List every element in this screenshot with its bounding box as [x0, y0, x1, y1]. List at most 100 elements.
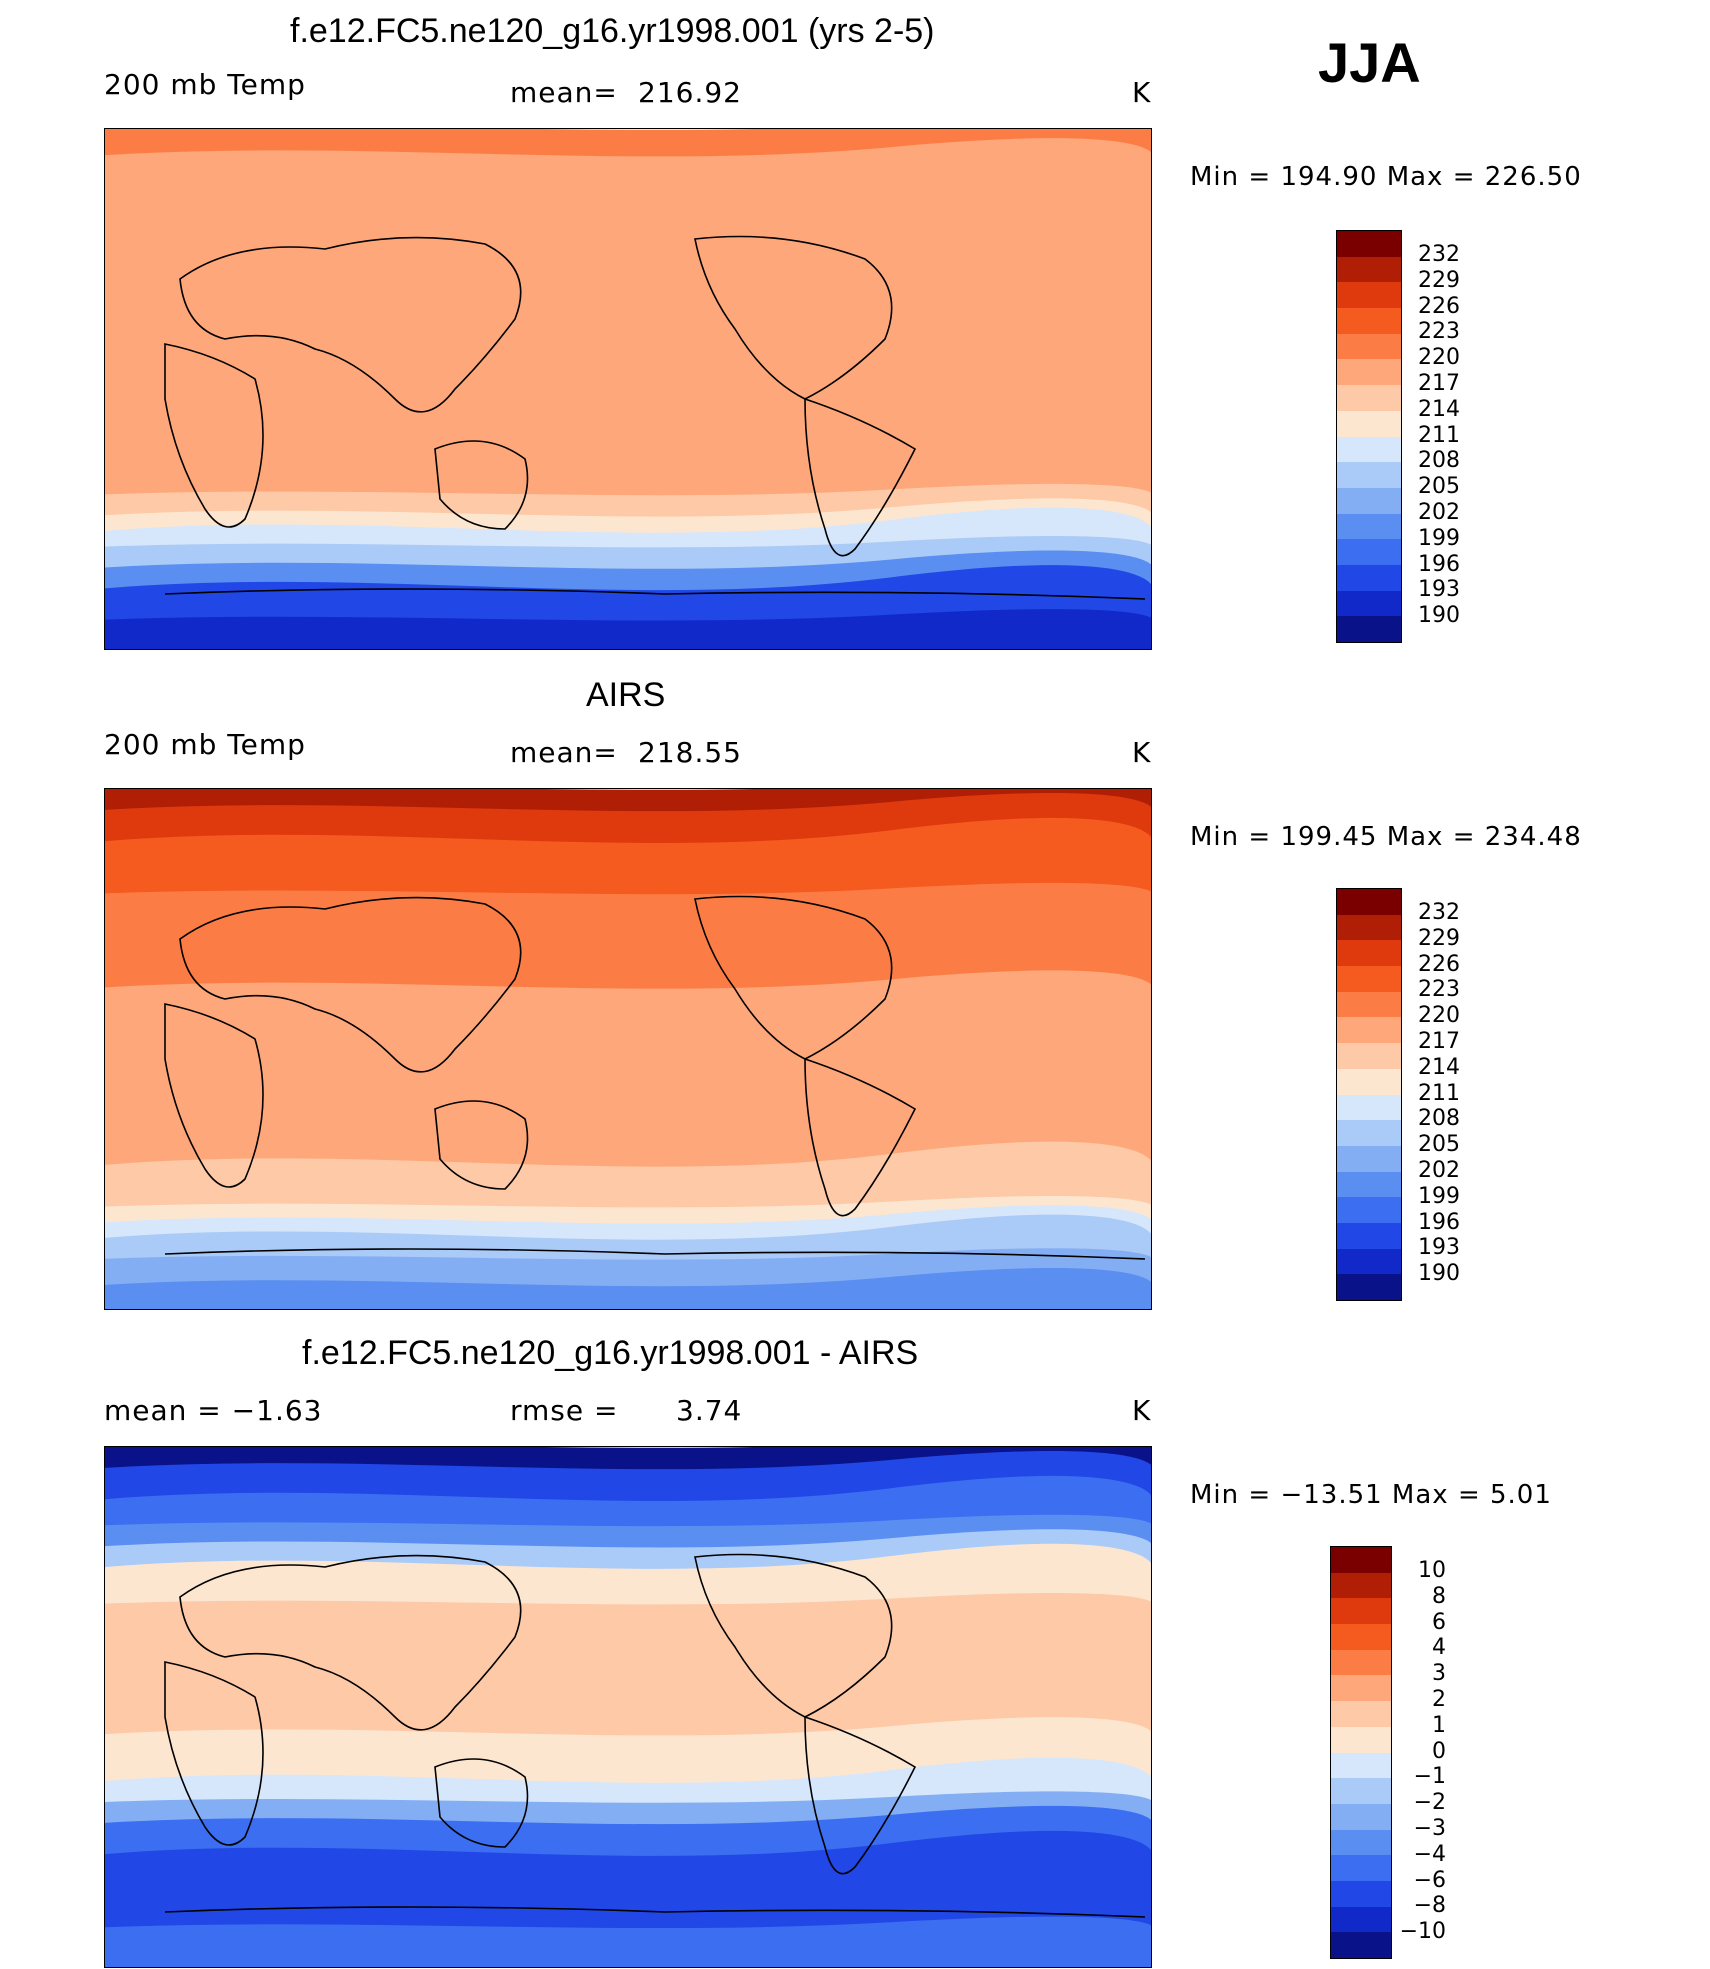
colorbar-tick-label: 4: [1432, 1635, 1446, 1661]
coastline: [694, 235, 893, 400]
coastline: [179, 1554, 522, 1731]
colorbar-swatch: [1331, 1906, 1391, 1933]
colorbar-swatch: [1337, 513, 1401, 540]
colorbar-tick-label: 6: [1432, 1609, 1446, 1635]
coastline: [694, 895, 893, 1060]
panel-title: f.e12.FC5.ne120_g16.yr1998.001 (yrs 2-5): [290, 12, 935, 50]
colorbar-swatch: [1337, 462, 1401, 488]
colorbar-tick-label: 2: [1432, 1686, 1446, 1712]
colorbar-swatch: [1337, 1222, 1401, 1249]
contour-band: [105, 1593, 1151, 1747]
colorbar-tick-label: 232: [1418, 242, 1460, 267]
coastline: [164, 343, 264, 528]
coastline: [164, 1248, 1146, 1260]
units-label: K: [1132, 76, 1152, 109]
colorbar-tick-label: 3: [1432, 1661, 1446, 1687]
colorbar-tick-label: 211: [1418, 422, 1460, 448]
colorbar-tick-label: −8: [1413, 1893, 1446, 1919]
stat-mean: mean = −1.63: [104, 1394, 323, 1427]
colorbar-tick-label: 214: [1418, 396, 1460, 422]
colorbar-swatch: [1337, 1017, 1401, 1044]
colorbar-tick-label: 226: [1418, 293, 1460, 319]
colorbar-swatch: [1337, 1068, 1401, 1095]
colorbar-tick-label: 190: [1418, 1261, 1460, 1287]
colorbar-swatch: [1331, 1701, 1391, 1727]
colorbar-swatch: [1331, 1752, 1391, 1779]
panel-title: AIRS: [586, 676, 666, 714]
colorbar-swatch: [1331, 1547, 1391, 1573]
contour-band: [105, 288, 1151, 507]
contour-band: [105, 1267, 1151, 1309]
colorbar-tick-label: 229: [1418, 267, 1460, 293]
colorbar-swatch: [1337, 308, 1401, 334]
colorbar-swatch: [1331, 1675, 1391, 1702]
colorbar-swatch: [1337, 539, 1401, 565]
contour-band: [105, 817, 1151, 906]
colorbar-swatch: [1337, 1197, 1401, 1223]
colorbar-swatch: [1337, 359, 1401, 386]
colorbar-tick-label: 199: [1418, 525, 1460, 551]
map-obs: [104, 788, 1152, 1310]
contour-band: [105, 882, 1151, 1000]
coastline: [179, 236, 522, 413]
map-diff: [104, 1446, 1152, 1968]
colorbar-swatch: [1331, 1726, 1391, 1753]
colorbar-swatch: [1337, 564, 1401, 591]
units-label: K: [1132, 1394, 1152, 1427]
colorbar-labels-model: 232 229 226 223 220 217 214 211 208 205 202 199 196 1…: [1408, 242, 1460, 629]
colorbar-tick-label: 217: [1418, 1028, 1460, 1054]
coastline: [179, 896, 522, 1073]
colorbar-swatch: [1337, 487, 1401, 514]
colorbar-tick-label: 202: [1418, 499, 1460, 525]
colorbar-tick-label: −3: [1413, 1815, 1446, 1841]
contour-band: [105, 138, 1151, 324]
coastline: [434, 1100, 529, 1190]
colorbar-swatch: [1337, 1120, 1401, 1146]
colorbar-swatch: [1337, 282, 1401, 309]
coastline: [434, 1758, 529, 1848]
coastline: [164, 588, 1146, 600]
colorbar-tick-label: 8: [1432, 1583, 1446, 1609]
coastline: [804, 1715, 917, 1875]
colorbar-tick-label: 205: [1418, 474, 1460, 500]
colorbar-swatch: [1337, 1094, 1401, 1121]
colorbar-tick-label: −4: [1413, 1841, 1446, 1867]
colorbar-swatch: [1337, 966, 1401, 992]
colorbar-tick-label: 214: [1418, 1054, 1460, 1080]
field-label: 200 mb Temp: [104, 728, 306, 761]
colorbar-swatch: [1337, 1145, 1401, 1172]
colorbar-swatch: [1331, 1855, 1391, 1881]
colorbar-tick-label: 10: [1418, 1558, 1446, 1583]
stat-label: rmse =: [510, 1394, 619, 1427]
colorbar-swatch: [1337, 991, 1401, 1018]
contour-band: [105, 1543, 1151, 1616]
contour-band: [105, 1141, 1151, 1219]
colorbar-labels-obs: 232 229 226 223 220 217 214 211 208 205 202 199 196 1…: [1408, 900, 1460, 1287]
colorbar-swatch: [1337, 940, 1401, 967]
colorbar-tick-label: −10: [1399, 1919, 1446, 1945]
field-label: 200 mb Temp: [104, 68, 306, 101]
colorbar-swatch: [1331, 1572, 1391, 1599]
coastline: [164, 1003, 264, 1188]
colorbar-swatch: [1337, 590, 1401, 617]
coastline: [164, 1906, 1146, 1918]
colorbar-tick-label: 229: [1418, 925, 1460, 951]
contour-band: [105, 1916, 1151, 1967]
contour-band: [105, 1830, 1151, 1940]
colorbar-swatch: [1337, 256, 1401, 283]
coastline: [434, 440, 529, 530]
colorbar-swatch: [1337, 410, 1401, 437]
colorbar-tick-label: 0: [1432, 1738, 1446, 1764]
map-canvas: [105, 789, 1151, 1309]
map-canvas: [105, 1447, 1151, 1967]
colorbar-swatch: [1337, 436, 1401, 463]
colorbar-tick-label: 205: [1418, 1132, 1460, 1158]
colorbar-tick-label: 193: [1418, 1235, 1460, 1261]
colorbar-tick-label: 226: [1418, 951, 1460, 977]
stat-value: 216.92: [638, 76, 742, 109]
colorbar-tick-label: 232: [1418, 900, 1460, 925]
panel-title: f.e12.FC5.ne120_g16.yr1998.001 - AIRS: [302, 1334, 919, 1372]
colorbar-swatch: [1337, 914, 1401, 941]
colorbar-tick-label: 1: [1432, 1712, 1446, 1738]
coastline: [804, 397, 917, 557]
